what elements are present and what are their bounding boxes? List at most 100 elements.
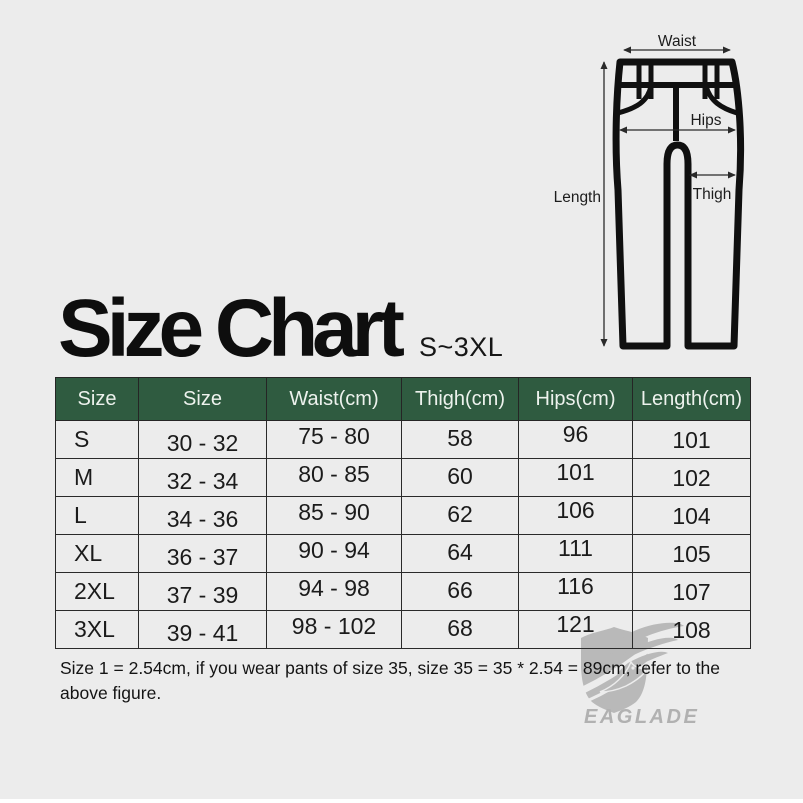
table-cell: 37 - 39 [138, 572, 267, 611]
table-cell-value: 34 - 36 [166, 506, 239, 532]
table-cell-value: 2XL [74, 578, 115, 604]
table-cell-value: 108 [672, 617, 711, 643]
size-table: Size Size Waist(cm) Thigh(cm) Hips(cm) Length… [55, 377, 751, 649]
table-cell: 105 [632, 534, 751, 573]
table-cell-value: 80 - 85 [298, 461, 370, 487]
table-cell-value: 36 - 37 [166, 544, 239, 570]
table-cell-value: M [74, 464, 94, 490]
table-cell-value: 102 [672, 465, 711, 491]
table-cell-value: 85 - 90 [298, 499, 370, 525]
table-cell-value: 37 - 39 [166, 582, 239, 608]
table-cell-value: 101 [672, 427, 711, 453]
table-cell: 3XL [55, 610, 139, 649]
title-block: Size Chart S~3XL [58, 288, 503, 370]
table-row: L 34 - 36 85 - 90 62 106 104 [55, 496, 751, 535]
table-cell: 107 [632, 572, 751, 611]
table-cell: 106 [518, 496, 633, 535]
table-row: M 32 - 34 80 - 85 60 101 102 [55, 458, 751, 497]
table-cell: 121 [518, 610, 633, 649]
table-cell: 66 [401, 572, 519, 611]
table-row: S 30 - 32 75 - 80 58 96 101 [55, 420, 751, 459]
table-cell-value: 39 - 41 [166, 620, 239, 646]
table-cell: 101 [632, 420, 751, 459]
pocket-curves [617, 85, 738, 116]
table-header-cell: Hips(cm) [518, 377, 633, 421]
pants-outline [612, 58, 745, 350]
table-cell: 116 [518, 572, 633, 611]
table-header-cell: Thigh(cm) [401, 377, 519, 421]
table-cell-value: 66 [447, 577, 473, 603]
table-cell: 75 - 80 [266, 420, 402, 459]
page-title: Size Chart [58, 283, 405, 374]
table-cell: 111 [518, 534, 633, 573]
table-cell-value: XL [74, 540, 103, 566]
table-cell: XL [55, 534, 139, 573]
hips-label: Hips [690, 112, 721, 129]
table-cell: 102 [632, 458, 751, 497]
table-row: 3XL 39 - 41 98 - 102 68 121 108 [55, 610, 751, 649]
table-cell: M [55, 458, 139, 497]
table-cell-value: 94 - 98 [298, 575, 370, 601]
table-header-row: Size Size Waist(cm) Thigh(cm) Hips(cm) Length… [55, 377, 751, 421]
table-cell: 62 [401, 496, 519, 535]
table-cell: 94 - 98 [266, 572, 402, 611]
table-header-cell: Size [55, 377, 139, 421]
table-cell: 39 - 41 [138, 610, 267, 649]
table-cell-value: 68 [447, 615, 473, 641]
note-line: above figure. [60, 683, 162, 703]
table-cell: 85 - 90 [266, 496, 402, 535]
table-cell: 104 [632, 496, 751, 535]
table-cell: 30 - 32 [138, 420, 267, 459]
size-conversion-note: Size 1 = 2.54cm, if you wear pants of si… [60, 656, 760, 706]
waist-label: Waist [658, 33, 697, 50]
table-cell-value: 121 [556, 611, 595, 637]
table-cell: 64 [401, 534, 519, 573]
note-line: Size 1 = 2.54cm, if you wear pants of si… [60, 658, 721, 678]
bottom-edge-strip [0, 799, 803, 803]
table-cell-value: 3XL [74, 616, 115, 642]
table-cell: 58 [401, 420, 519, 459]
table-header-cell: Waist(cm) [266, 377, 402, 421]
table-cell: 90 - 94 [266, 534, 402, 573]
table-cell-value: 116 [557, 573, 594, 599]
table-cell: S [55, 420, 139, 459]
table-cell: 36 - 37 [138, 534, 267, 573]
table-cell-value: 32 - 34 [166, 468, 239, 494]
table-cell-value: 58 [447, 425, 473, 451]
table-cell: 80 - 85 [266, 458, 402, 497]
table-header-cell: Length(cm) [632, 377, 751, 421]
table-cell-value: 60 [447, 463, 473, 489]
table-cell-value: 106 [556, 497, 595, 523]
length-label: Length [554, 189, 601, 206]
table-cell-value: 101 [556, 459, 595, 485]
table-cell: 60 [401, 458, 519, 497]
table-cell: 34 - 36 [138, 496, 267, 535]
table-row: XL 36 - 37 90 - 94 64 111 105 [55, 534, 751, 573]
table-cell: 2XL [55, 572, 139, 611]
table-cell: 68 [401, 610, 519, 649]
table-header-cell: Size [138, 377, 267, 421]
table-cell: L [55, 496, 139, 535]
table-cell-value: S [74, 426, 90, 452]
table-row: 2XL 37 - 39 94 - 98 66 116 107 [55, 572, 751, 611]
table-cell-value: 96 [562, 421, 589, 447]
table-cell: 32 - 34 [138, 458, 267, 497]
table-cell: 108 [632, 610, 751, 649]
belt-loops [636, 61, 720, 99]
table-cell-value: 64 [447, 539, 473, 565]
table-cell: 98 - 102 [266, 610, 402, 649]
table-cell-value: 30 - 32 [166, 430, 239, 456]
table-cell-value: 98 - 102 [291, 613, 377, 639]
table-cell-value: 111 [558, 535, 593, 561]
table-cell-value: L [74, 502, 87, 528]
table-cell-value: 90 - 94 [298, 537, 370, 563]
table-cell: 101 [518, 458, 633, 497]
brand-name: EAGLADE [584, 706, 700, 728]
table-cell-value: 105 [672, 541, 711, 567]
table-cell-value: 62 [447, 501, 473, 527]
table-cell-value: 107 [672, 579, 711, 605]
thigh-label: Thigh [693, 186, 732, 203]
table-cell-value: 104 [672, 503, 711, 529]
table-cell: 96 [518, 420, 633, 459]
